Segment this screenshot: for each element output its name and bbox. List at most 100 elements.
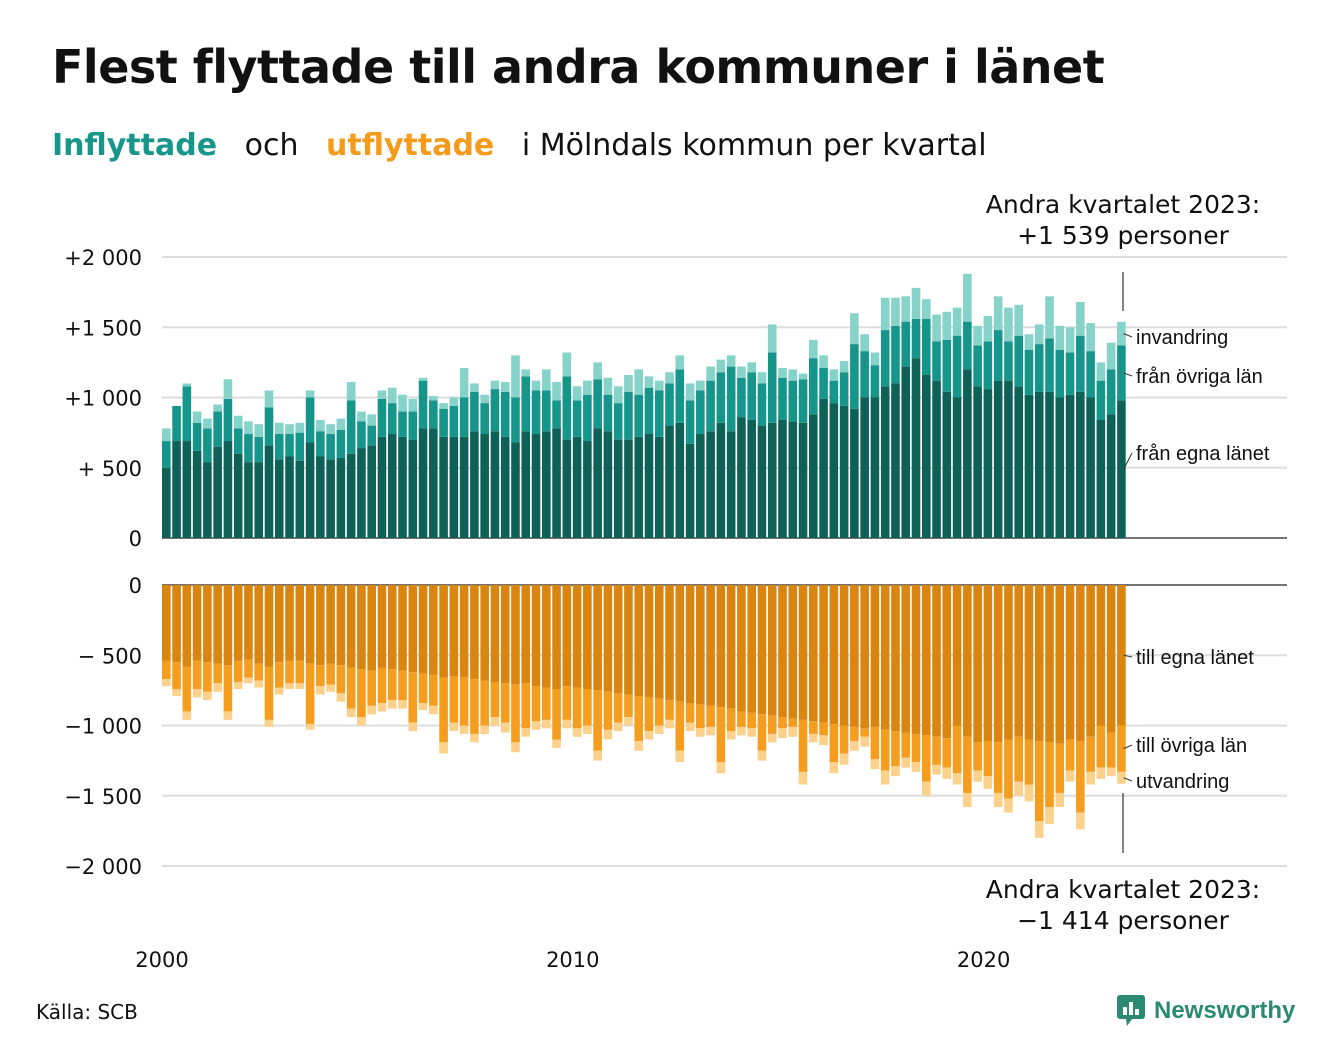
bar-in-own-county [531,434,541,538]
bar-emigration [429,705,438,715]
bar-out-other-county [901,732,911,758]
bar-in-other-county [531,390,541,435]
bar-in-own-county [624,439,633,538]
bar-out-own-county [480,585,489,681]
bar-out-own-county [470,585,479,680]
bar-out-own-county [880,585,890,730]
bar-out-own-county [418,585,428,674]
bar-out-other-county [757,714,767,751]
bar-in-other-county [367,425,376,446]
bar-immigration [1045,296,1054,339]
bar-immigration [973,325,982,346]
bar-out-own-county [326,585,335,664]
bar-in-other-county [1004,341,1013,381]
bar-out-own-county [192,585,202,661]
bar-in-own-county [480,434,489,538]
bar-emigration [613,722,623,732]
bar-immigration [726,355,736,367]
bar-immigration [439,403,448,409]
bar-emigration [583,725,592,734]
bar-emigration [541,719,551,729]
subtitle-och: och [244,128,299,163]
newsworthy-logo-text: Newsworthy [1154,997,1296,1024]
bar-in-other-county [285,434,294,457]
bar-immigration [500,382,510,392]
bar-emigration [398,700,407,709]
bar-in-own-county [511,442,520,538]
bar-out-other-county [788,718,798,727]
bar-in-own-county [891,383,900,538]
bar-out-own-county [932,585,941,737]
bar-in-own-county [367,445,376,538]
bar-immigration [798,373,808,380]
bar-immigration [942,311,952,340]
bar-in-other-county [1055,349,1065,398]
bar-emigration [747,728,756,737]
bar-out-other-county [572,687,582,729]
bar-out-other-county [254,663,264,681]
bar-out-own-county [254,585,264,664]
bar-in-other-county [911,318,921,359]
bar-out-other-county [952,725,962,774]
bar-in-own-county [1065,394,1075,538]
label-leader-line [1123,777,1133,782]
bar-out-own-county [511,585,520,685]
bar-emigration [788,726,798,737]
bar-out-own-county [213,585,222,664]
x-tick-label: 2000 [135,948,188,972]
bar-immigration [387,387,397,404]
bar-out-own-county [624,585,633,695]
bar-immigration [901,296,911,322]
bar-emigration [254,680,264,688]
bar-emigration [316,686,325,695]
bar-out-own-county [583,585,592,689]
bar-out-own-county [305,585,315,664]
bar-out-other-county [603,691,613,730]
bar-emigration [1096,767,1106,779]
bar-in-other-county [254,436,264,463]
bar-immigration [839,360,849,373]
bar-emigration [634,740,644,751]
bar-out-other-county [716,707,726,763]
series-label-bottom: utvandring [1136,771,1229,793]
bar-in-other-county [511,397,520,443]
bar-out-own-county [531,585,541,687]
bar-in-other-county [336,429,346,458]
bar-in-own-county [182,441,192,538]
bar-in-own-county [747,419,756,538]
bar-immigration [706,366,715,381]
bar-in-own-county [357,448,366,538]
bar-out-own-county [233,585,243,661]
bar-immigration [459,367,469,398]
bar-in-other-county [429,400,438,429]
bar-out-other-county [357,669,366,718]
bar-out-other-county [613,693,623,723]
newsworthy-logo[interactable]: Newsworthy [1116,994,1295,1028]
bar-immigration [572,386,582,401]
bar-in-own-county [983,389,993,538]
y-tick-label-top: +2 000 [64,246,142,270]
axis-labels: +2 000 +1 500 +1 000 + 500 0 0 − 500 −1 000 −1 5… [64,246,1010,972]
y-tick-label-top: + 500 [78,457,142,481]
bar-in-other-county [439,408,448,437]
bar-in-own-county [295,460,305,538]
bar-out-other-county [1034,740,1044,822]
bar-out-own-county [1065,585,1075,740]
bar-out-own-county [182,585,192,667]
bar-immigration [911,287,921,319]
bar-out-other-county [305,663,315,725]
bar-in-other-county [747,372,756,420]
annotation-bottom-line2: −1 414 personer [1017,906,1230,935]
bar-in-other-county [418,380,428,429]
bar-out-own-county [973,585,982,743]
bar-out-other-county [511,684,520,743]
bar-in-other-county [716,372,726,423]
bar-out-own-county [644,585,654,698]
bar-out-other-county [1096,725,1106,768]
bar-out-other-county [860,728,869,737]
bar-out-other-county [233,660,243,682]
bar-emigration [932,764,941,775]
bar-out-other-county [295,660,305,684]
bar-out-other-county [552,688,561,740]
bar-emigration [624,717,633,726]
